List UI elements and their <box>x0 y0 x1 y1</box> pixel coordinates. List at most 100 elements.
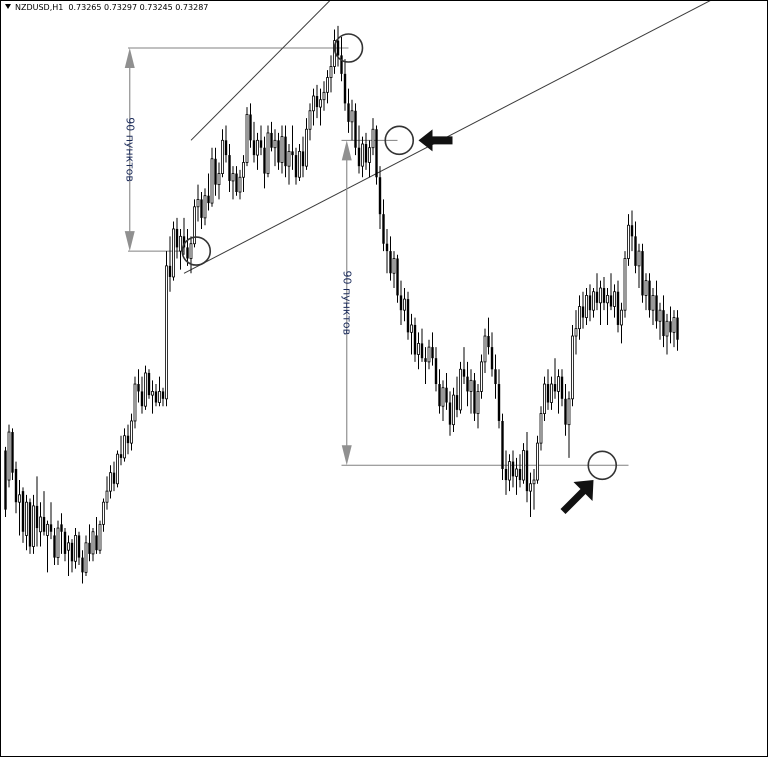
candle-body-up <box>557 376 560 392</box>
candle-body-up <box>368 147 371 163</box>
candle <box>665 313 669 355</box>
candle <box>602 276 606 311</box>
candle-body-up <box>392 258 396 274</box>
candle-body-down <box>455 395 459 410</box>
collapse-triangle-icon[interactable] <box>5 4 11 9</box>
candle-body-up <box>56 527 60 558</box>
candle-body-down <box>95 535 98 551</box>
candle <box>151 380 154 414</box>
candle <box>322 81 326 111</box>
candle <box>585 288 588 325</box>
candle-body-up <box>280 136 284 163</box>
candle <box>179 228 182 270</box>
candle-body-down <box>609 295 613 307</box>
candle-body-up <box>371 128 375 149</box>
candle-body-up <box>665 320 669 337</box>
candle-body-up <box>459 368 462 411</box>
candle <box>399 280 403 325</box>
candle-body-up <box>210 158 214 204</box>
candle-body-down <box>35 505 39 529</box>
candle <box>42 491 46 536</box>
low-price: 0.73245 <box>139 3 173 12</box>
breakout-pointer-arrow <box>418 129 453 152</box>
measure-label: 90 пунктов <box>340 270 353 335</box>
candle <box>284 125 287 178</box>
candle-body-up <box>574 328 578 337</box>
candle-body-down <box>490 347 494 370</box>
candle <box>60 513 63 554</box>
candle-body-up <box>644 280 648 296</box>
candle <box>641 243 644 303</box>
candle <box>196 184 200 222</box>
candle <box>368 140 371 178</box>
candle <box>116 450 119 488</box>
candle <box>623 251 627 318</box>
candle <box>445 372 448 410</box>
candle-body-up <box>585 295 588 318</box>
candle-body-up <box>130 420 133 444</box>
candle <box>483 328 487 373</box>
candle <box>46 520 49 573</box>
candle-body-up <box>245 114 249 163</box>
candle-body-down <box>301 151 305 167</box>
candle-body-down <box>252 140 256 156</box>
candle <box>4 446 7 517</box>
candle-body-up <box>312 95 315 112</box>
candle-body-down <box>641 251 644 296</box>
candle <box>487 317 490 355</box>
candle-body-up <box>105 490 109 503</box>
candle <box>553 358 557 399</box>
candle <box>189 236 193 274</box>
candle-body-down <box>560 376 564 399</box>
target-pointer-arrow <box>560 480 594 515</box>
candle-body-up <box>193 206 196 245</box>
candle-body-up <box>7 431 11 481</box>
candle <box>466 361 469 407</box>
candle <box>175 217 179 259</box>
candle <box>319 88 322 126</box>
candle <box>599 280 602 325</box>
candle-body-up <box>109 472 112 492</box>
candle <box>532 468 536 510</box>
candle-body-down <box>175 228 179 248</box>
candle <box>165 251 168 407</box>
candle <box>595 273 599 311</box>
candle-body-up <box>231 173 235 182</box>
candle <box>249 103 252 148</box>
candle-body-down <box>186 247 189 259</box>
candle-body-down <box>497 384 501 421</box>
symbol-label: NZDUSD,H1 <box>15 3 64 12</box>
candle <box>571 324 574 407</box>
candle-body-down <box>487 336 490 348</box>
candle <box>396 254 399 303</box>
candle-body-up <box>613 291 616 307</box>
candle <box>102 498 105 532</box>
target-circle-marker <box>587 450 618 481</box>
candle <box>508 454 511 492</box>
candle-body-down <box>364 144 368 163</box>
candle <box>126 424 130 455</box>
candle-body-up <box>287 150 291 167</box>
candle-body-up <box>623 258 627 311</box>
candle <box>39 502 42 547</box>
candle <box>515 457 518 495</box>
candle <box>385 228 389 274</box>
candle-body-up <box>536 442 539 481</box>
candle <box>672 310 676 348</box>
candle <box>298 144 301 181</box>
candle-body-up <box>567 398 571 426</box>
candle <box>326 70 329 104</box>
candle <box>336 25 340 67</box>
candle <box>564 384 567 436</box>
candle <box>644 273 648 311</box>
candle <box>567 391 571 458</box>
candle-body-up <box>410 324 413 333</box>
candle <box>105 476 109 510</box>
candle-body-down <box>140 391 144 407</box>
candle-body-down <box>207 195 210 204</box>
candle-body-down <box>669 321 672 333</box>
candle <box>210 147 214 207</box>
candle-body-up <box>543 383 546 414</box>
candle <box>427 339 431 370</box>
